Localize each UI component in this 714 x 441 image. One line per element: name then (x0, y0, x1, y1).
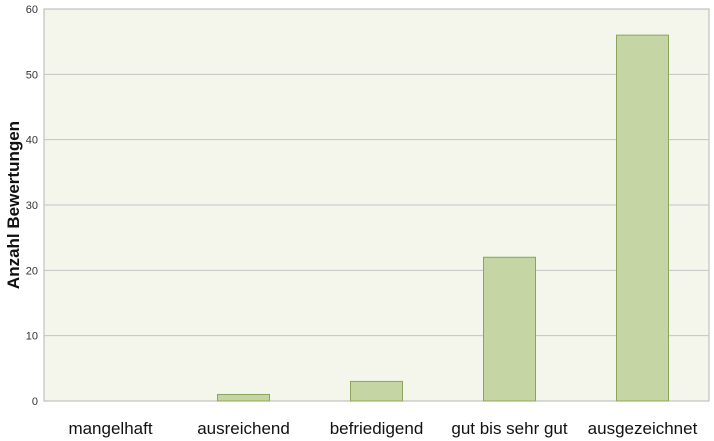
y-tick-label: 60 (26, 4, 38, 16)
x-tick-label: befriedigend (330, 419, 424, 438)
bar-gut-bis-sehr-gut (483, 256, 536, 402)
y-tick-label: 30 (26, 200, 38, 212)
x-tick-label: ausreichend (197, 419, 290, 438)
y-tick-label: 20 (26, 265, 38, 277)
y-axis-ticks: 0 10 20 30 40 50 60 (26, 4, 38, 408)
x-axis-ticks: mangelhaft ausreichend befriedigend gut bis… (68, 419, 697, 438)
y-tick-label: 10 (26, 331, 38, 343)
gridlines (44, 73, 709, 337)
y-axis-label: Anzahl Bewertungen (4, 121, 23, 289)
y-tick-label: 40 (26, 135, 38, 147)
bar-ausgezeichnet (616, 34, 669, 402)
bar-befriedigend (350, 380, 403, 402)
y-tick-label: 50 (26, 69, 38, 81)
x-tick-label: ausgezeichnet (588, 419, 698, 438)
x-tick-label: mangelhaft (68, 419, 152, 438)
y-tick-label: 0 (32, 396, 38, 408)
bar-ausreichend (217, 393, 270, 402)
bars (217, 34, 669, 402)
x-tick-label: gut bis sehr gut (451, 419, 568, 438)
